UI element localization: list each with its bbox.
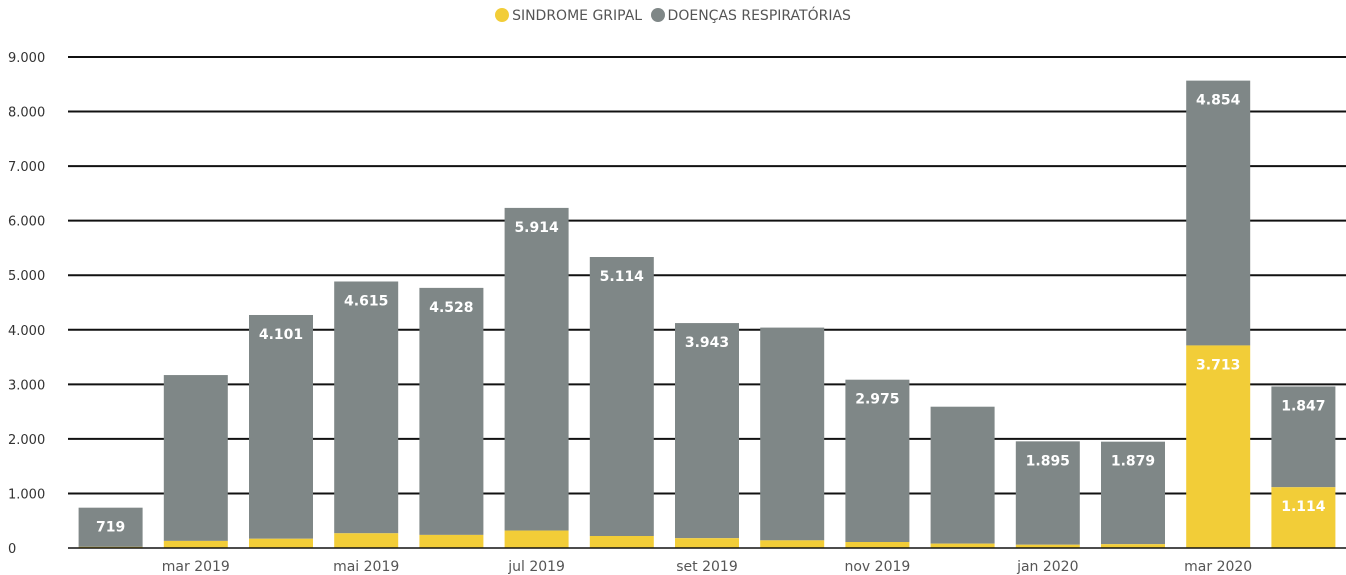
- y-tick-label: 1.000: [8, 487, 45, 502]
- legend-item-sindrome-gripal[interactable]: SINDROME GRIPAL: [495, 8, 642, 24]
- y-tick-label: 0: [8, 542, 16, 557]
- bar-sindrome-gripal: [1015, 544, 1080, 548]
- data-label: 2.975: [855, 392, 899, 408]
- x-tick-label: mar 2020: [1184, 559, 1252, 575]
- bar-doencas-respiratorias: [1271, 386, 1336, 488]
- y-tick-label: 5.000: [8, 269, 45, 284]
- x-tick-label: jan 2020: [1016, 559, 1078, 575]
- bar-sindrome-gripal: [760, 540, 825, 548]
- y-tick-label: 2.000: [8, 433, 45, 448]
- y-tick-label: 6.000: [8, 215, 45, 230]
- bar-doencas-respiratorias: [419, 287, 484, 535]
- bar-sindrome-gripal: [1101, 544, 1165, 548]
- bar-sindrome-gripal: [589, 535, 654, 548]
- data-label: 4.528: [429, 300, 473, 316]
- legend-item-doencas-respiratorias[interactable]: DOENÇAS RESPIRATÓRIAS: [650, 8, 851, 24]
- y-tick-label: 4.000: [8, 324, 45, 339]
- data-label: 1.879: [1111, 454, 1155, 470]
- bar-doencas-respiratorias: [1101, 441, 1165, 545]
- x-tick-label: set 2019: [676, 559, 737, 575]
- bar-sindrome-gripal: [163, 540, 228, 548]
- data-label: 719: [96, 520, 125, 536]
- bar-sindrome-gripal: [1186, 345, 1251, 548]
- bar-doencas-respiratorias: [1015, 441, 1080, 545]
- bar-sindrome-gripal: [675, 538, 739, 548]
- data-label: 5.114: [600, 269, 645, 285]
- x-tick-label: jul 2019: [507, 559, 565, 575]
- bar-doencas-respiratorias: [930, 406, 995, 544]
- bar-doencas-respiratorias: [675, 323, 739, 539]
- bar-doencas-respiratorias: [504, 207, 569, 531]
- data-label: 1.895: [1026, 453, 1070, 469]
- bar-sindrome-gripal: [1271, 487, 1336, 548]
- bar-doencas-respiratorias: [845, 379, 910, 542]
- legend-label: DOENÇAS RESPIRATÓRIAS: [667, 8, 851, 24]
- data-label: 4.854: [1196, 93, 1241, 109]
- y-tick-label: 7.000: [8, 160, 45, 175]
- y-tick-label: 9.000: [8, 51, 45, 66]
- bar-sindrome-gripal: [930, 543, 995, 548]
- bar-doencas-respiratorias: [78, 507, 143, 547]
- legend-dot-icon: [650, 8, 665, 22]
- bar-doencas-respiratorias: [1186, 80, 1251, 346]
- x-tick-label: mai 2019: [333, 559, 399, 575]
- bar-doencas-respiratorias: [760, 327, 825, 541]
- x-tick-label: mar 2019: [162, 559, 230, 575]
- data-label: 1.114: [1281, 499, 1326, 515]
- x-tick-label: nov 2019: [844, 559, 910, 575]
- data-label: 3.943: [685, 335, 729, 351]
- bar-doencas-respiratorias: [163, 375, 228, 541]
- y-tick-label: 3.000: [8, 378, 45, 393]
- bar-sindrome-gripal: [504, 530, 569, 548]
- data-label: 1.847: [1281, 398, 1325, 414]
- data-label: 4.615: [344, 293, 388, 309]
- y-tick-label: 8.000: [8, 106, 45, 121]
- legend: SINDROME GRIPAL DOENÇAS RESPIRATÓRIAS: [0, 8, 1346, 24]
- legend-label: SINDROME GRIPAL: [512, 8, 643, 24]
- bar-doencas-respiratorias: [334, 281, 399, 534]
- bar-sindrome-gripal: [334, 533, 399, 548]
- bar-sindrome-gripal: [419, 534, 484, 548]
- data-label: 4.101: [259, 327, 303, 343]
- bar-sindrome-gripal: [845, 541, 910, 548]
- data-label: 5.914: [514, 220, 559, 236]
- data-label: 3.713: [1196, 357, 1240, 373]
- bar-doencas-respiratorias: [589, 257, 654, 536]
- legend-dot-icon: [495, 8, 510, 22]
- bar-sindrome-gripal: [249, 538, 313, 548]
- bar-doencas-respiratorias: [249, 314, 313, 539]
